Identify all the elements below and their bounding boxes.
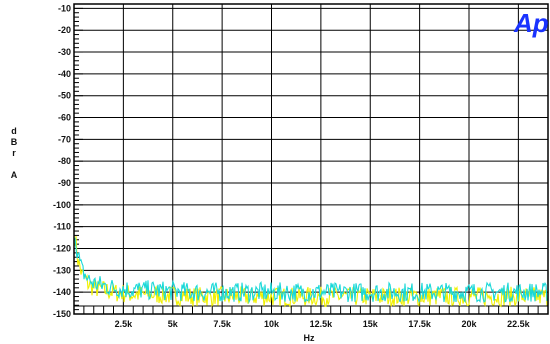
y-tick-label: -80 bbox=[58, 156, 71, 166]
x-tick-label: 15k bbox=[363, 319, 379, 329]
ap-logo: Ap bbox=[513, 8, 549, 38]
series-2-line bbox=[74, 237, 548, 304]
y-tick-label: -140 bbox=[53, 287, 71, 297]
y-tick-label: -130 bbox=[53, 265, 71, 275]
y-tick-label: -30 bbox=[58, 47, 71, 57]
y-axis-label-line: B bbox=[10, 137, 18, 147]
x-tick-label: 22.5k bbox=[507, 319, 531, 329]
plot-border bbox=[73, 3, 549, 315]
y-tick-label: -40 bbox=[58, 69, 71, 79]
x-tick-label: 5k bbox=[168, 319, 179, 329]
y-tick-label: -110 bbox=[53, 222, 71, 232]
y-tick-label: -150 bbox=[53, 309, 71, 319]
y-tick-label: -50 bbox=[58, 91, 71, 101]
y-tick-label: -60 bbox=[58, 113, 71, 123]
trace-group bbox=[74, 236, 548, 308]
y-tick-label: -70 bbox=[58, 134, 71, 144]
y-tick-label: -20 bbox=[58, 25, 71, 35]
x-tick-label: 10k bbox=[264, 319, 280, 329]
y-axis-label-line: d bbox=[11, 126, 17, 136]
y-tick-labels: -10 -20 -30 -40 -50 -60 -70 -80 -90 -100 -110 -120 -… bbox=[53, 3, 71, 319]
y-tick-label: -100 bbox=[53, 200, 71, 210]
y-tick-label: -10 bbox=[58, 3, 71, 13]
y-axis-label-line: r bbox=[12, 148, 16, 158]
grid-lines bbox=[74, 3, 548, 315]
x-axis-label: Hz bbox=[304, 333, 315, 343]
x-tick-label: 2.5k bbox=[115, 319, 134, 329]
y-tick-label: -120 bbox=[53, 244, 71, 254]
y-tick-label: -90 bbox=[58, 178, 71, 188]
x-tick-label: 7.5k bbox=[213, 319, 232, 329]
x-tick-label: 12.5k bbox=[310, 319, 334, 329]
x-tick-label: 17.5k bbox=[408, 319, 432, 329]
x-tick-label: 20k bbox=[461, 319, 477, 329]
x-tick-labels: 2.5k 5k 7.5k 10k 12.5k 15k 17.5k 20k 22.5k bbox=[115, 319, 531, 329]
plot-frame bbox=[73, 3, 549, 315]
y-axis-label-line: A bbox=[10, 170, 18, 180]
